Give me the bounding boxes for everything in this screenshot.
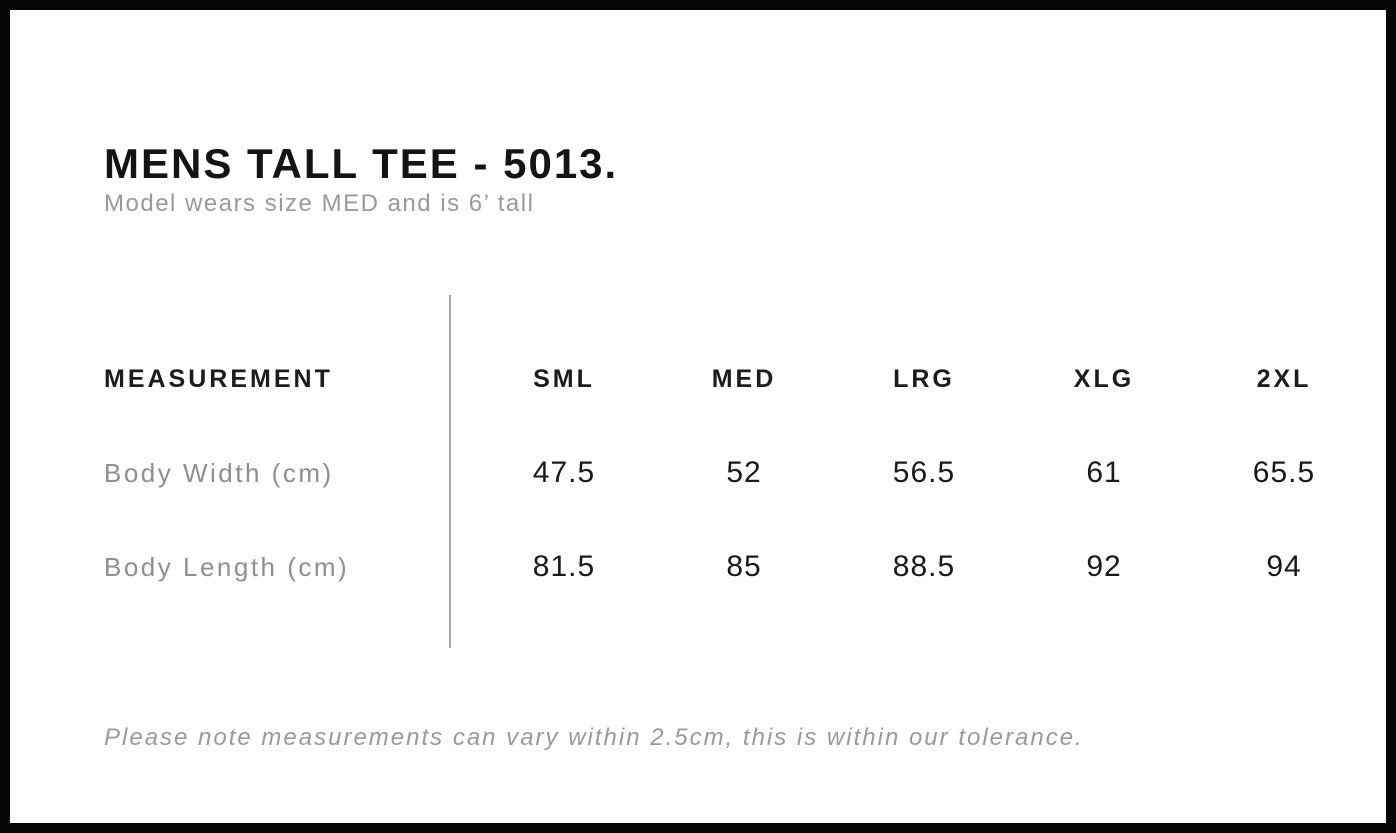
column-header-measurement: MEASUREMENT: [104, 364, 333, 393]
body-width-lrg: 56.5: [892, 456, 956, 489]
body-length-med: 85: [726, 550, 762, 583]
body-width-med: 52: [726, 456, 762, 489]
column-header-lrg: LRG: [893, 364, 955, 393]
model-size-note: Model wears size MED and is 6’ tall: [104, 190, 535, 217]
column-header-xlg: XLG: [1073, 364, 1135, 393]
body-width-xlg: 61: [1086, 456, 1122, 489]
body-length-2xl: 94: [1266, 550, 1302, 583]
body-width-values: 47.5 52 56.5 61 65.5: [450, 456, 1374, 490]
column-header-med: MED: [711, 364, 777, 393]
tolerance-note: Please note measurements can vary within…: [104, 724, 1084, 751]
table-header-row: MEASUREMENT SML MED LRG XLG 2XL: [104, 332, 1374, 426]
body-length-xlg: 92: [1086, 550, 1122, 583]
column-header-sml: SML: [533, 364, 595, 393]
table-row-body-width: Body Width (cm) 47.5 52 56.5 61 65.5: [104, 426, 1374, 520]
column-header-2xl: 2XL: [1256, 364, 1312, 393]
body-width-sml: 47.5: [532, 456, 596, 489]
body-width-2xl: 65.5: [1252, 456, 1316, 489]
size-header-cells: SML MED LRG XLG 2XL: [450, 365, 1374, 394]
row-label-body-width: Body Width (cm): [104, 457, 334, 488]
page-title: MENS TALL TEE - 5013.: [104, 140, 619, 188]
body-length-lrg: 88.5: [892, 550, 956, 583]
size-chart-table: MEASUREMENT SML MED LRG XLG 2XL Body Wid…: [104, 332, 1374, 614]
row-label-body-length: Body Length (cm): [104, 551, 350, 582]
table-divider-line: [449, 295, 451, 648]
body-length-values: 81.5 85 88.5 92 94: [450, 550, 1374, 584]
body-length-sml: 81.5: [532, 550, 596, 583]
table-row-body-length: Body Length (cm) 81.5 85 88.5 92 94: [104, 520, 1374, 614]
